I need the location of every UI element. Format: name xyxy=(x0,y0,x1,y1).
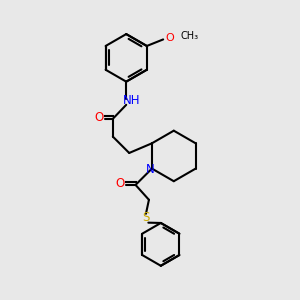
Text: CH₃: CH₃ xyxy=(180,31,199,41)
Text: O: O xyxy=(115,177,124,190)
Text: O: O xyxy=(94,111,104,124)
Text: S: S xyxy=(142,211,150,224)
Text: O: O xyxy=(165,33,174,43)
Text: NH: NH xyxy=(123,94,140,107)
Text: N: N xyxy=(146,163,155,176)
